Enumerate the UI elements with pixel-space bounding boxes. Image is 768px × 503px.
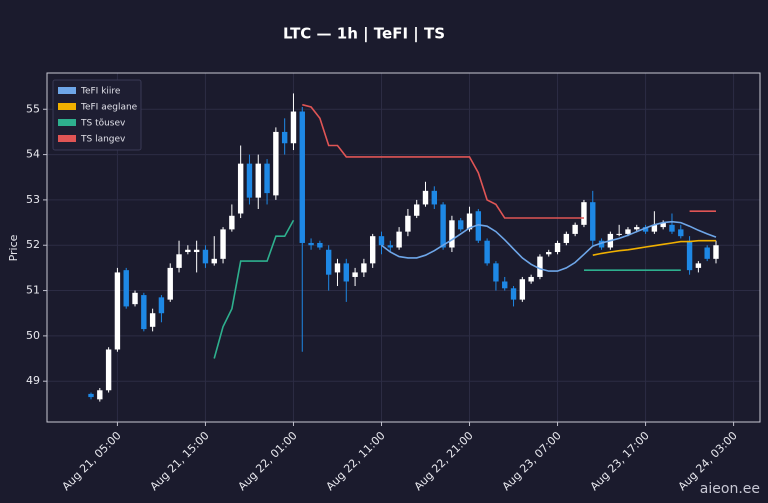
candle-body bbox=[686, 240, 693, 271]
candle-body bbox=[149, 313, 156, 327]
candle-body bbox=[704, 247, 710, 259]
candle-body bbox=[466, 213, 473, 230]
y-axis-label: Price bbox=[7, 234, 20, 261]
candle-body bbox=[352, 272, 358, 277]
candle-body bbox=[237, 163, 244, 214]
candle-body bbox=[229, 215, 235, 230]
candle-body bbox=[193, 249, 200, 253]
candle-body bbox=[502, 281, 508, 289]
candle-body bbox=[431, 190, 438, 205]
marks-layer bbox=[88, 93, 719, 402]
candle-body bbox=[546, 252, 552, 255]
candle-body bbox=[449, 220, 455, 248]
candle-body bbox=[246, 163, 253, 198]
candle-body bbox=[334, 263, 341, 273]
candle-body bbox=[484, 240, 490, 264]
candle-body bbox=[361, 263, 367, 273]
candle-body bbox=[273, 131, 279, 196]
candle-body bbox=[88, 393, 94, 398]
chart-title: LTC — 1h | TeFI | TS bbox=[283, 25, 445, 44]
candle-body bbox=[343, 263, 349, 282]
candle-body bbox=[510, 288, 517, 300]
candle-body bbox=[255, 163, 261, 198]
candle-body bbox=[264, 163, 270, 194]
candle-body bbox=[590, 202, 596, 241]
indicator-line bbox=[302, 103, 716, 219]
candle-body bbox=[625, 229, 631, 234]
plot-frame bbox=[46, 72, 761, 423]
candle-body bbox=[598, 240, 605, 248]
indicator-line bbox=[381, 220, 717, 272]
legend-swatch bbox=[58, 135, 76, 142]
y-tick-label: 54 bbox=[26, 148, 40, 161]
candle-body bbox=[519, 279, 526, 300]
candle-body bbox=[141, 295, 147, 330]
legend-label: TS tõusev bbox=[80, 119, 126, 129]
candle-body bbox=[440, 204, 446, 248]
watermark: aieon.ee bbox=[700, 481, 760, 497]
candle-body bbox=[290, 111, 297, 144]
candle-body bbox=[299, 111, 305, 243]
candle-body bbox=[405, 215, 411, 232]
candle-body bbox=[651, 224, 658, 232]
candle-body bbox=[642, 227, 649, 232]
candle-body bbox=[105, 349, 112, 391]
candle-body bbox=[123, 270, 129, 307]
legend-swatch bbox=[58, 87, 76, 94]
indicator-line bbox=[213, 219, 681, 359]
candle-body bbox=[414, 204, 420, 216]
candle-body bbox=[185, 249, 191, 253]
candle-body bbox=[458, 220, 464, 230]
candle-body bbox=[176, 254, 182, 268]
y-tick-label: 53 bbox=[26, 193, 40, 206]
candle-body bbox=[317, 242, 323, 248]
legend-label: TeFI aeglane bbox=[80, 103, 138, 113]
candle-body bbox=[211, 258, 217, 264]
candle-body bbox=[695, 263, 702, 268]
candle-body bbox=[528, 276, 534, 282]
legend: TeFI kiire TeFI aeglane TS tõusev TS langev bbox=[52, 79, 142, 151]
candle-body bbox=[475, 211, 482, 241]
candle-body bbox=[581, 202, 587, 225]
candle-body bbox=[554, 242, 561, 253]
candle-body bbox=[308, 242, 314, 246]
y-tick-label: 50 bbox=[26, 329, 40, 342]
candle-body bbox=[422, 190, 429, 205]
candle-body bbox=[660, 222, 666, 228]
candle-body bbox=[713, 245, 719, 259]
candle-body bbox=[572, 224, 578, 234]
candle-body bbox=[493, 263, 499, 282]
y-tick-label: 55 bbox=[26, 102, 40, 115]
legend-label: TeFI kiire bbox=[80, 87, 121, 97]
legend-swatch bbox=[58, 103, 76, 110]
candle-body bbox=[634, 227, 640, 230]
y-tick-label: 51 bbox=[26, 284, 40, 297]
indicator-line bbox=[592, 239, 716, 256]
candle-body bbox=[202, 249, 209, 264]
legend-box bbox=[52, 79, 142, 151]
candle-body bbox=[158, 297, 165, 314]
legend-label: TS langev bbox=[80, 135, 126, 145]
candle-body bbox=[97, 390, 103, 400]
candle-body bbox=[537, 256, 543, 277]
candle-body bbox=[167, 267, 173, 300]
candle-body bbox=[563, 233, 570, 243]
candle-body bbox=[678, 229, 684, 237]
candle-body bbox=[281, 131, 288, 144]
candle-body bbox=[132, 292, 138, 305]
candle-body bbox=[378, 236, 385, 246]
y-tick-label: 49 bbox=[26, 374, 40, 387]
candle-body bbox=[220, 229, 226, 259]
candle-body bbox=[669, 224, 675, 232]
candle-body bbox=[325, 249, 332, 275]
y-tick-label: 52 bbox=[26, 238, 40, 251]
candle-body bbox=[396, 231, 402, 248]
legend-swatch bbox=[58, 119, 76, 126]
candle-body bbox=[114, 272, 121, 350]
candle-body bbox=[616, 233, 622, 235]
candle-body bbox=[387, 245, 393, 248]
candle-body bbox=[369, 236, 376, 264]
